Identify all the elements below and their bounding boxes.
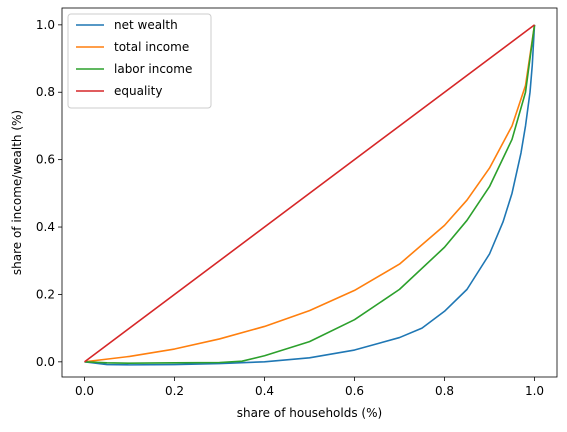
legend-label: labor income	[114, 62, 192, 76]
x-tick-label: 0.8	[435, 384, 454, 398]
series-line-labor-income	[84, 24, 536, 364]
axis-ticks: 0.0 0.2 0.4 0.6 0.8 1.0 0.0 0.2 0.4 0.6 0.8 1.0	[36, 18, 544, 398]
legend-label: total income	[114, 40, 189, 54]
x-tick-label: 0.0	[75, 384, 94, 398]
y-tick-label: 1.0	[36, 18, 55, 32]
y-tick-label: 0.6	[36, 153, 55, 167]
legend-label: net wealth	[114, 18, 178, 32]
x-axis-label: share of households (%)	[237, 406, 382, 420]
series-line-net-wealth	[84, 24, 536, 366]
x-tick-label: 0.4	[255, 384, 274, 398]
y-tick-label: 0.2	[36, 287, 55, 301]
legend-box	[67, 13, 212, 109]
x-tick-label: 0.2	[165, 384, 184, 398]
series-line-total-income	[84, 24, 536, 363]
x-tick-label: 1.0	[525, 384, 544, 398]
x-tick-label: 0.6	[345, 384, 364, 398]
legend: net wealth total income labor income equali…	[67, 13, 212, 109]
legend-label: equality	[114, 84, 162, 98]
series-line-equality	[84, 24, 535, 363]
y-tick-label: 0.0	[36, 355, 55, 369]
y-tick-label: 0.4	[36, 220, 55, 234]
y-tick-label: 0.8	[36, 85, 55, 99]
series-lines	[84, 24, 536, 366]
y-axis-label: share of income/wealth (%)	[10, 110, 24, 275]
axes-frame	[61, 7, 558, 378]
